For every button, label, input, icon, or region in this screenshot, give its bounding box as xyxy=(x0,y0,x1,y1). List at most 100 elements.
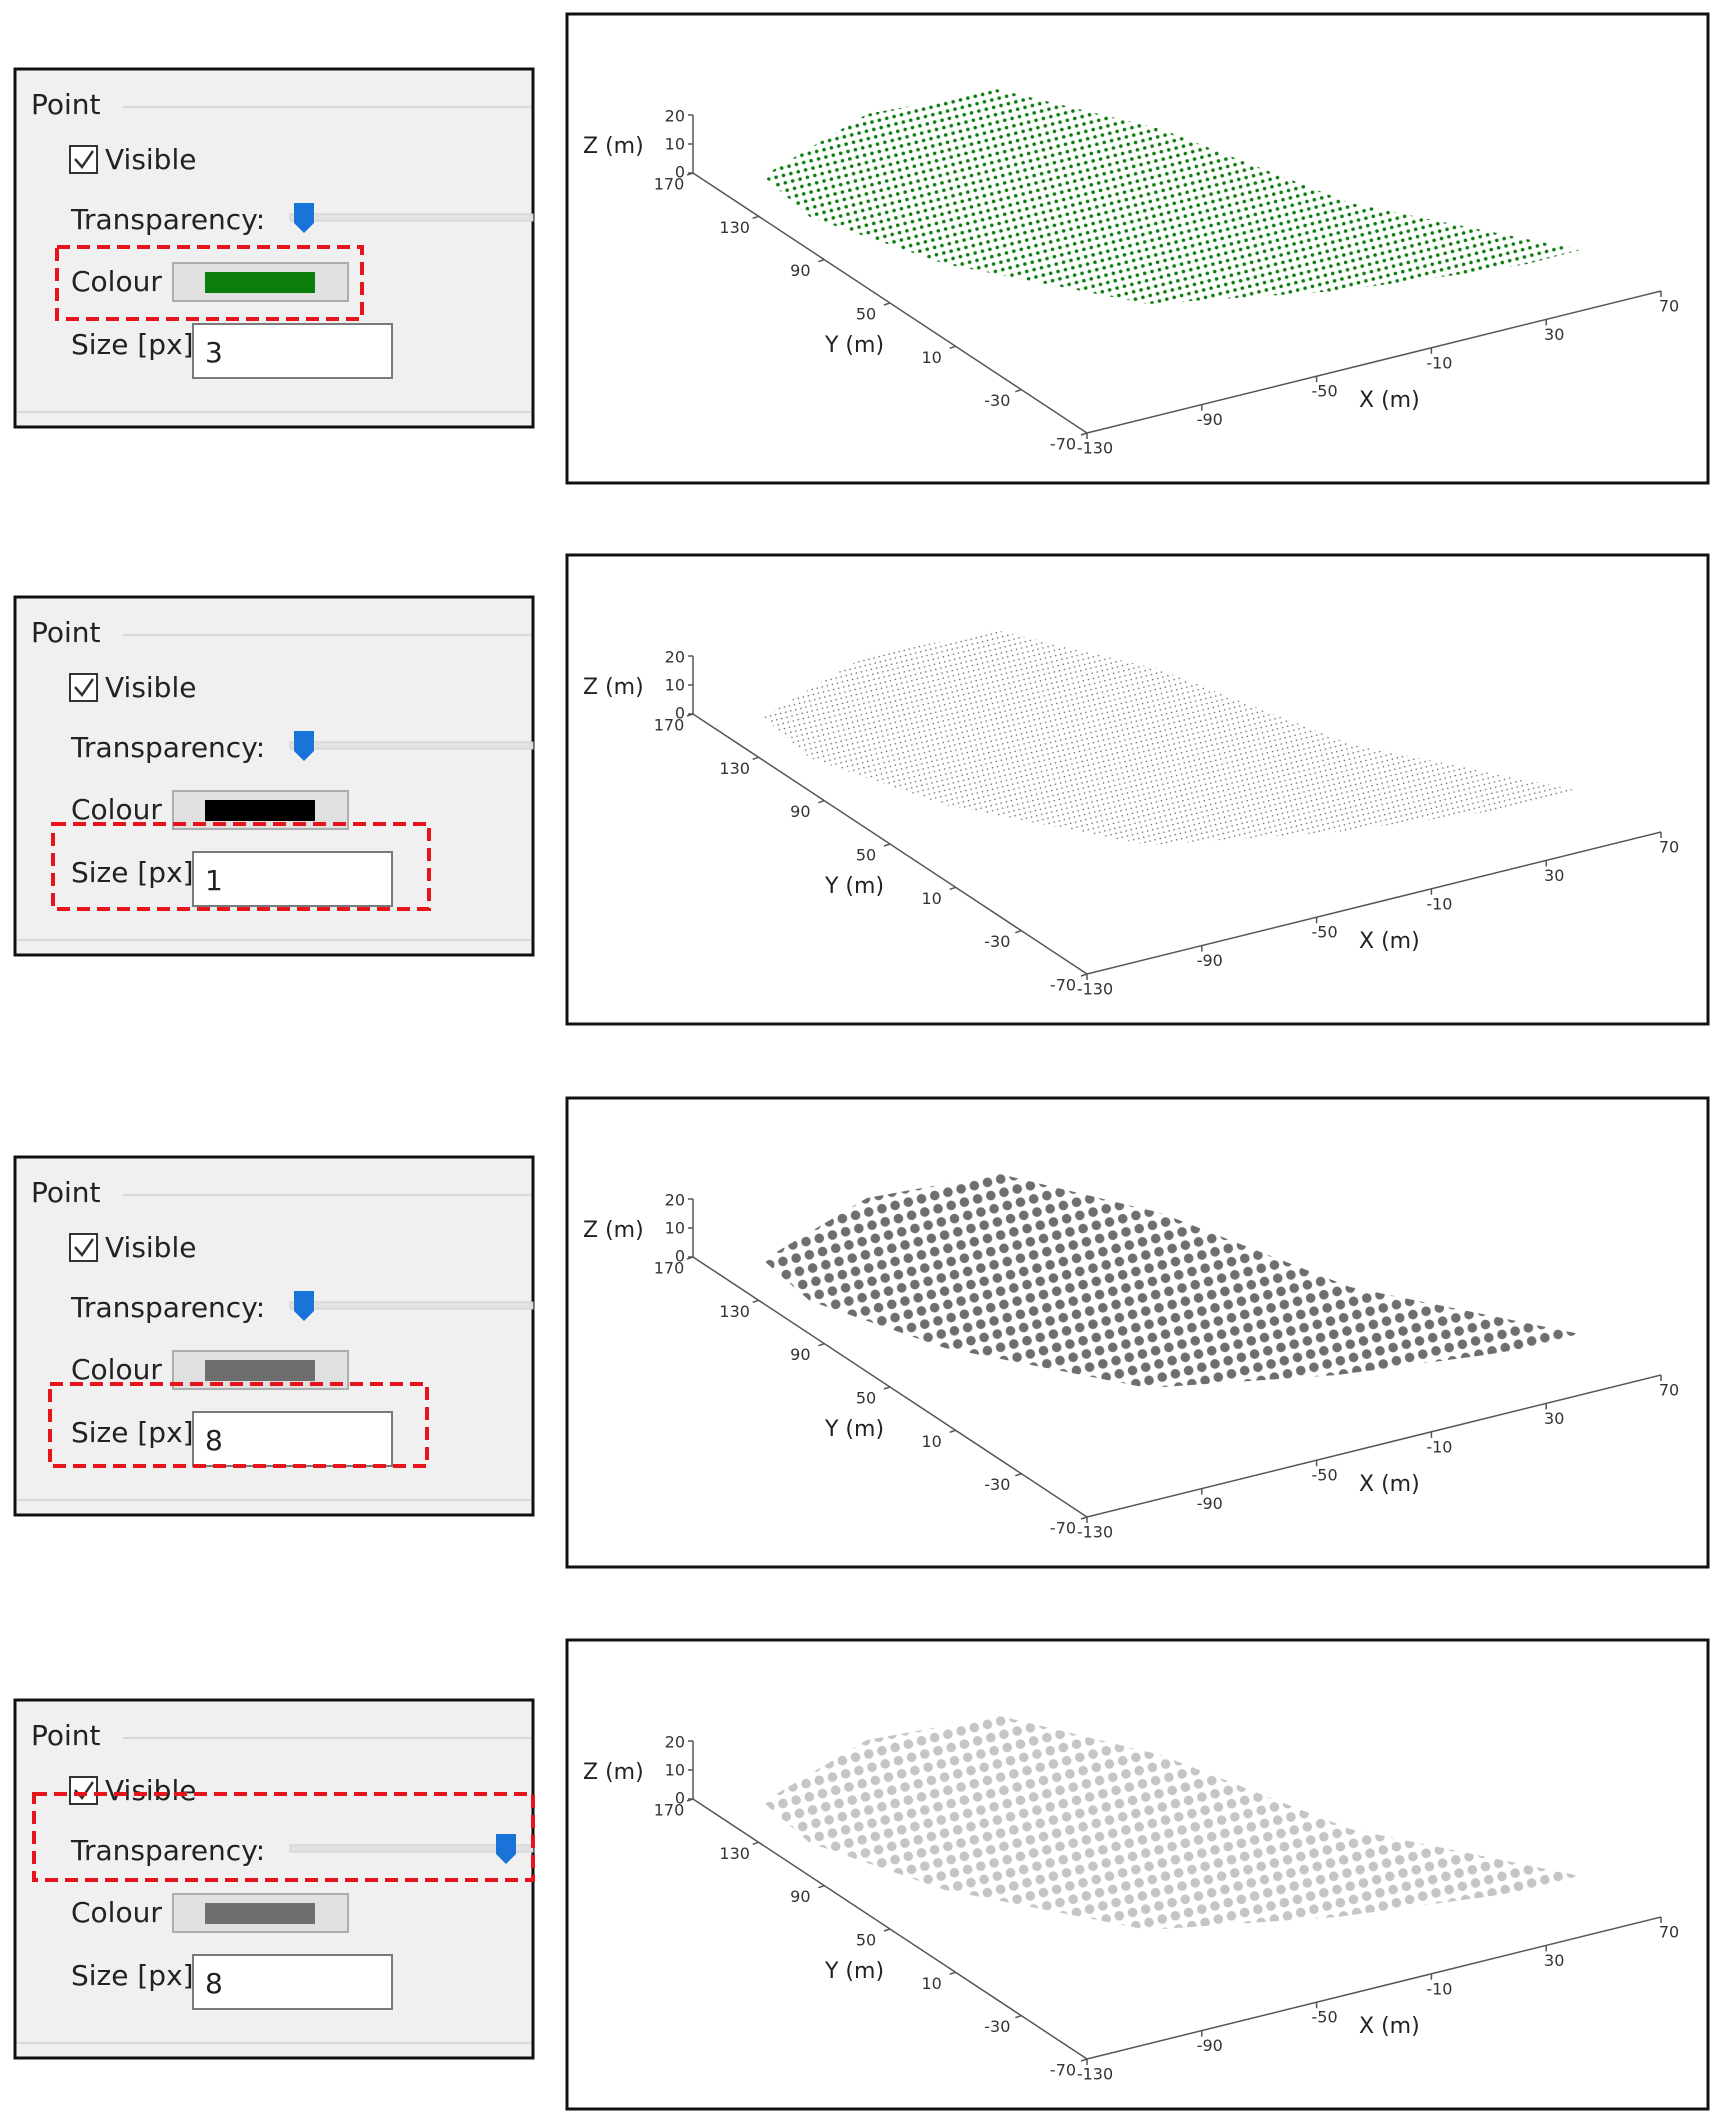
visible-label: Visible xyxy=(105,1774,196,1807)
checkbox-box xyxy=(69,1233,98,1262)
x-tick-label: -130 xyxy=(1077,1523,1113,1542)
slider-thumb[interactable] xyxy=(294,731,314,761)
visible-checkbox[interactable] xyxy=(69,673,98,702)
size-label: Size [px] xyxy=(71,856,194,889)
slider-track[interactable] xyxy=(289,741,534,750)
x-tick-label: 70 xyxy=(1659,1923,1679,1942)
visible-label: Visible xyxy=(105,143,196,176)
z-tick-label: 20 xyxy=(665,107,685,126)
size-value: 8 xyxy=(205,1967,223,2000)
size-input[interactable] xyxy=(192,323,393,379)
x-axis xyxy=(1086,1916,1662,2060)
x-tick-label: 70 xyxy=(1659,838,1679,857)
y-tick xyxy=(949,886,956,891)
y-tick-label: 90 xyxy=(790,1887,810,1906)
group-title: Point xyxy=(31,1719,101,1752)
y-tick xyxy=(1080,432,1088,436)
x-axis-label: X (m) xyxy=(1359,929,1420,954)
y-tick-label: 90 xyxy=(790,261,810,280)
y-tick xyxy=(752,215,759,220)
y-tick-label: 130 xyxy=(719,1302,750,1321)
y-tick-label: -70 xyxy=(1050,2061,1076,2080)
z-axis-label: Z (m) xyxy=(583,1218,644,1243)
visible-label: Visible xyxy=(105,1231,196,1264)
y-tick-label: -70 xyxy=(1050,1519,1076,1538)
colour-label: Colour xyxy=(71,265,162,298)
checkbox-box xyxy=(69,673,98,702)
x-tick-label: -10 xyxy=(1426,1979,1452,1998)
x-tick-label: -90 xyxy=(1197,1494,1223,1513)
size-input[interactable] xyxy=(192,1411,393,1467)
transparency-label: Transparency: xyxy=(70,1291,265,1324)
y-tick-label: -30 xyxy=(984,391,1010,410)
y-tick-label: -70 xyxy=(1050,435,1076,454)
slider-thumb[interactable] xyxy=(496,1834,516,1864)
x-tick-label: -130 xyxy=(1077,980,1113,999)
x-tick-label: -130 xyxy=(1077,439,1113,458)
y-tick-label: 130 xyxy=(719,1844,750,1863)
check-mark xyxy=(74,678,95,698)
y-tick xyxy=(1015,1472,1022,1477)
visible-checkbox[interactable] xyxy=(69,1776,98,1805)
point-cloud xyxy=(763,1714,1580,1930)
y-tick-label: -30 xyxy=(984,932,1010,951)
x-axis-label: X (m) xyxy=(1359,388,1420,413)
y-tick xyxy=(686,1256,694,1260)
y-tick xyxy=(1015,2014,1022,2019)
x-tick-label: 30 xyxy=(1544,325,1564,344)
slider-track[interactable] xyxy=(289,1301,534,1310)
point-cloud xyxy=(763,1172,1580,1388)
x-tick-label: 30 xyxy=(1544,1409,1564,1428)
x-tick-label: 30 xyxy=(1544,866,1564,885)
y-tick xyxy=(883,1386,891,1390)
slider-track[interactable] xyxy=(289,213,534,222)
z-tick-label: 10 xyxy=(665,135,685,154)
z-axis-label: Z (m) xyxy=(583,134,644,159)
highlight-box xyxy=(51,822,431,911)
y-tick-label: 170 xyxy=(654,1259,685,1278)
z-tick-label: 0 xyxy=(675,704,685,723)
size-label: Size [px] xyxy=(71,1416,194,1449)
colour-swatch xyxy=(205,272,315,293)
y-tick xyxy=(818,258,825,263)
colour-swatch xyxy=(205,1360,315,1381)
x-tick-label: -50 xyxy=(1312,382,1338,401)
transparency-label: Transparency: xyxy=(70,1834,265,1867)
size-input[interactable] xyxy=(192,851,393,907)
y-tick-label: -30 xyxy=(984,1475,1010,1494)
y-tick-label: 10 xyxy=(921,348,941,367)
x-axis xyxy=(1086,1374,1662,1518)
visible-checkbox[interactable] xyxy=(69,1233,98,1262)
y-tick xyxy=(818,1342,825,1347)
y-tick-label: 170 xyxy=(654,1801,685,1820)
y-tick xyxy=(752,1299,759,1304)
x-tick-label: 30 xyxy=(1544,1951,1564,1970)
check-mark xyxy=(74,1238,95,1258)
y-tick xyxy=(686,1798,694,1802)
z-axis-label: Z (m) xyxy=(583,1760,644,1785)
y-tick-label: 90 xyxy=(790,1345,810,1364)
check-mark xyxy=(74,150,95,170)
x-tick-label: -10 xyxy=(1426,1437,1452,1456)
y-tick-label: 170 xyxy=(654,716,685,735)
y-tick xyxy=(949,1429,956,1434)
slider-thumb[interactable] xyxy=(294,1291,314,1321)
x-tick-label: -90 xyxy=(1197,410,1223,429)
y-tick-label: 170 xyxy=(654,175,685,194)
x-tick-label: -50 xyxy=(1312,923,1338,942)
y-axis-label: Y (m) xyxy=(824,333,884,358)
x-tick-label: -130 xyxy=(1077,2065,1113,2084)
z-tick-label: 0 xyxy=(675,1789,685,1808)
y-tick xyxy=(1080,1516,1088,1520)
y-tick-label: -70 xyxy=(1050,976,1076,995)
visible-checkbox[interactable] xyxy=(69,145,98,174)
y-tick xyxy=(883,302,891,306)
y-tick xyxy=(883,1928,891,1932)
z-axis-label: Z (m) xyxy=(583,675,644,700)
slider-thumb[interactable] xyxy=(294,203,314,233)
size-input[interactable] xyxy=(192,1954,393,2010)
slider-track[interactable] xyxy=(289,1844,534,1853)
